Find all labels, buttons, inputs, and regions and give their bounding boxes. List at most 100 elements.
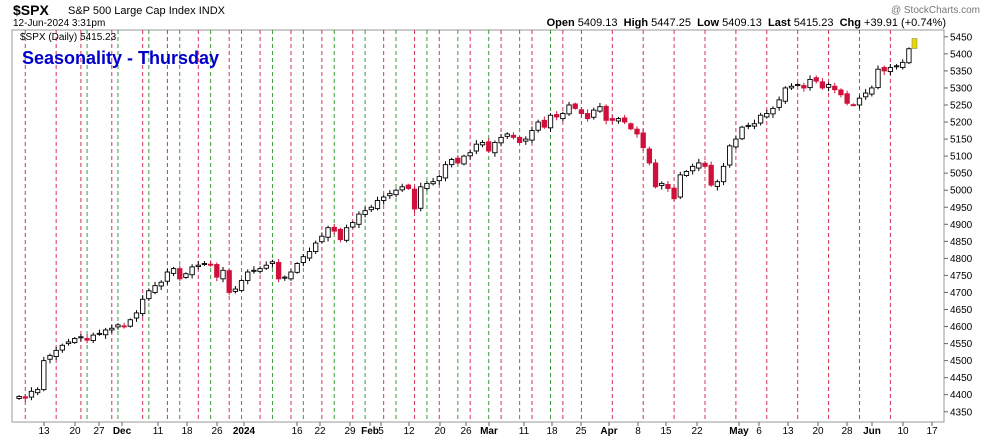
candle-body: [127, 319, 133, 327]
candle: [708, 161, 714, 187]
candle-body: [727, 145, 733, 166]
candle: [232, 285, 239, 294]
candle: [146, 288, 152, 301]
candle-body: [393, 189, 399, 196]
candle-body: [819, 81, 826, 89]
y-tick-label: 4800: [950, 254, 973, 265]
candle-body: [863, 92, 869, 98]
candle-body: [282, 276, 288, 279]
candle-body: [245, 271, 251, 281]
candle-body: [541, 119, 547, 128]
candle: [331, 223, 337, 235]
candle-body: [146, 290, 152, 300]
candle: [788, 83, 795, 90]
candle: [374, 196, 381, 211]
candle-body: [34, 389, 41, 394]
candle: [757, 112, 764, 126]
candle-body: [578, 109, 585, 114]
candle: [628, 122, 634, 131]
candle: [677, 171, 683, 200]
candle-body: [170, 268, 177, 274]
candle: [622, 114, 628, 125]
candle: [411, 186, 418, 213]
candle-body: [220, 269, 226, 280]
y-tick-label: 5350: [950, 66, 973, 77]
candle: [455, 155, 461, 165]
candle-body: [189, 266, 195, 276]
y-tick-label: 4550: [950, 339, 973, 350]
candle-body: [59, 344, 65, 351]
candle: [467, 149, 473, 160]
candle-body: [405, 184, 412, 189]
candle-body: [591, 109, 597, 118]
candle: [900, 59, 906, 70]
candle-body: [195, 264, 201, 268]
candle: [436, 174, 442, 185]
candle: [183, 272, 189, 279]
x-tick-label: 26: [460, 426, 472, 437]
candle: [362, 206, 368, 218]
candle-body: [622, 117, 628, 123]
candle: [115, 323, 121, 330]
x-tick-label: Feb: [361, 426, 379, 437]
candle-body: [479, 142, 486, 146]
x-tick-label: 26: [211, 426, 223, 437]
candle: [393, 188, 399, 198]
candle-body: [152, 285, 158, 293]
candle-body: [473, 143, 480, 152]
candle-body: [207, 263, 214, 266]
candle: [838, 88, 844, 98]
y-tick-label: 5000: [950, 186, 973, 197]
candle: [819, 78, 826, 90]
candle-body: [65, 341, 72, 345]
last-price-marker: [911, 38, 918, 49]
candle: [702, 160, 708, 169]
candle: [257, 266, 263, 274]
candle: [893, 64, 900, 70]
candle: [615, 116, 622, 124]
candle: [504, 132, 510, 140]
candle: [665, 181, 671, 192]
candle: [319, 232, 325, 244]
x-tick-label: 27: [93, 426, 105, 437]
candle-body: [16, 395, 22, 399]
candle-body: [115, 324, 121, 328]
candle-body: [603, 105, 609, 121]
candle-body: [764, 113, 770, 118]
candle: [801, 82, 807, 92]
candle: [869, 85, 875, 97]
y-tick-label: 5200: [950, 118, 973, 129]
y-tick-label: 4450: [950, 373, 973, 384]
candle-body: [869, 87, 875, 95]
candle-body: [547, 114, 554, 129]
candle-body: [461, 155, 467, 165]
candle-body: [504, 133, 510, 137]
x-tick-label: 22: [691, 426, 703, 437]
candle: [591, 107, 597, 120]
candle: [541, 116, 547, 129]
candle-body: [269, 261, 276, 264]
candle-body: [801, 85, 807, 89]
day-gridlines: [24, 30, 891, 422]
x-tick-label: Jun: [863, 426, 881, 437]
candle: [597, 102, 603, 113]
plot-frame: [11, 29, 945, 423]
candle: [634, 126, 640, 138]
candle: [59, 343, 65, 353]
candle: [269, 259, 276, 268]
candle-body: [455, 157, 461, 164]
y-tick-label: 4750: [950, 271, 973, 282]
candle: [683, 170, 690, 177]
candle: [313, 240, 319, 254]
candle: [34, 387, 41, 396]
candle: [832, 82, 838, 94]
candle-body: [411, 188, 418, 210]
candle: [263, 261, 269, 270]
y-tick-label: 4350: [950, 407, 973, 418]
candle: [875, 65, 881, 90]
candle-body: [838, 89, 844, 96]
candle-body: [140, 298, 146, 315]
candle-body: [436, 176, 442, 182]
candle-body: [418, 186, 424, 209]
